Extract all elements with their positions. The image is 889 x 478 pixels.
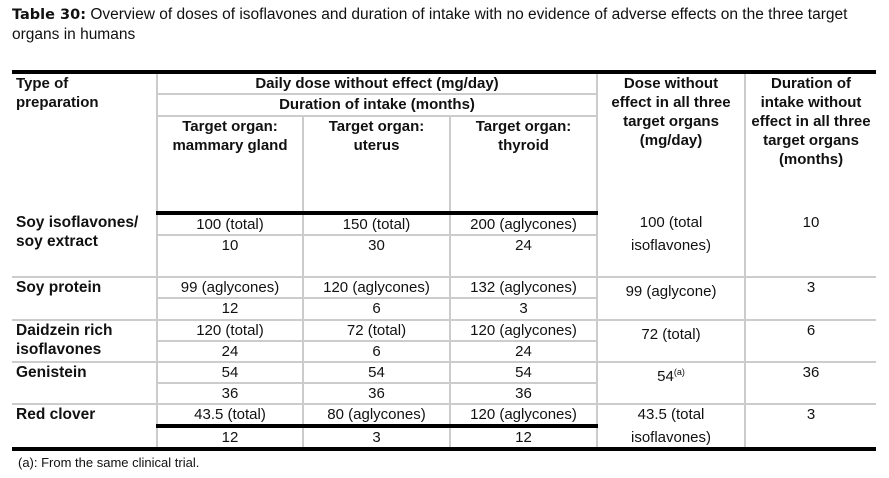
- table-row: Genistein 54 54 54 54(a) 36: [12, 362, 877, 405]
- dose-cell: 120 (aglycones): [448, 320, 598, 342]
- preparation-type: Soy isoflavones/ soy extract: [12, 213, 157, 278]
- dose-all-value: 54: [657, 368, 674, 385]
- duration-cell: 24: [156, 341, 303, 363]
- preparation-type: Daidzein rich isoflavones: [12, 320, 157, 363]
- header-dose-all: Dose without effect in all three target …: [596, 70, 746, 213]
- caption-text: Overview of doses of isoflavones and dur…: [12, 6, 848, 43]
- duration-cell: 3: [448, 298, 598, 321]
- dose-all-note: (a): [673, 367, 685, 377]
- duration-cell: 36: [156, 383, 303, 405]
- dose-cell: 99 (aglycones): [156, 277, 303, 299]
- dose-cell: 120 (total): [156, 320, 303, 342]
- dose-cell: 72 (total): [302, 320, 450, 342]
- duration-cell: 6: [302, 298, 450, 321]
- dose-all-value: 100 (total isoflavones): [630, 214, 712, 254]
- header-organ-thyroid: Target organ: thyroid: [448, 116, 598, 215]
- dose-all-cell: 54(a): [596, 362, 746, 405]
- header-type: Type of preparation: [12, 70, 157, 213]
- duration-all-cell: 36: [744, 362, 877, 405]
- table-row-duration: 12 3 12: [12, 426, 876, 451]
- preparation-type: Red clover: [12, 404, 157, 451]
- preparation-type: Genistein: [12, 362, 157, 405]
- dose-all-cell: 99 (aglycone): [596, 277, 746, 321]
- duration-cell: 12: [156, 298, 303, 321]
- duration-cell: 3: [302, 426, 450, 451]
- table-row: Soy isoflavones/ soy extract 100 (total) 1…: [12, 213, 877, 278]
- duration-cell: 6: [302, 341, 450, 363]
- header-daily-dose: Daily dose without effect (mg/day): [155, 70, 598, 95]
- table-row: Soy protein 99 (aglycones) 120 (aglycones)…: [12, 277, 877, 321]
- header-duration: Duration of intake (months): [155, 94, 598, 117]
- duration-all-cell: 10: [744, 213, 877, 278]
- preparation-type: Soy protein: [12, 277, 157, 321]
- duration-cell: 12: [448, 426, 598, 451]
- footnote: (a): From the same clinical trial.: [18, 455, 200, 470]
- isoflavone-doses-table: Type of preparation Daily dose without e…: [12, 70, 877, 451]
- duration-cell: 24: [448, 341, 598, 363]
- table-caption: Table 30: Overview of doses of isoflavon…: [12, 5, 882, 45]
- dose-cell: 150 (total): [302, 213, 450, 236]
- duration-cell: 24: [448, 235, 598, 278]
- dose-cell: 132 (aglycones): [448, 277, 598, 299]
- table-row-duration: 36 36 36: [12, 383, 876, 405]
- duration-cell: 12: [156, 426, 303, 451]
- dose-cell: 120 (aglycones): [302, 277, 450, 299]
- duration-all-cell: 3: [744, 404, 877, 451]
- dose-cell: 54: [448, 362, 598, 384]
- duration-cell: 36: [302, 383, 450, 405]
- caption-label: Table 30:: [12, 7, 87, 23]
- table-row-duration: 12 6 3: [12, 298, 876, 321]
- table-row-duration: 24 6 24: [12, 341, 876, 363]
- dose-all-cell: 100 (total isoflavones): [596, 213, 746, 278]
- duration-all-cell: 3: [744, 277, 877, 321]
- header-organ-uterus: Target organ: uterus: [302, 116, 450, 215]
- duration-cell: 10: [156, 235, 303, 278]
- dose-cell: 54: [302, 362, 450, 384]
- dose-cell: 80 (aglycones): [302, 404, 450, 428]
- header-organ-mammary: Target organ: mammary gland: [156, 116, 303, 215]
- dose-cell: 200 (aglycones): [448, 213, 598, 236]
- dose-all-value: 99 (aglycone): [625, 283, 717, 300]
- header-duration-all: Duration of intake without effect in all…: [744, 70, 877, 213]
- dose-all-cell: 43.5 (total isoflavones): [596, 404, 746, 451]
- table-row: Red clover 43.5 (total) 80 (aglycones) 120 …: [12, 404, 877, 451]
- table-row: Daidzein rich isoflavones 120 (total) 72 (…: [12, 320, 877, 363]
- dose-cell: 43.5 (total): [156, 404, 303, 428]
- dose-all-cell: 72 (total): [596, 320, 746, 363]
- dose-all-value: 43.5 (total isoflavones): [630, 406, 712, 446]
- duration-cell: 36: [448, 383, 598, 405]
- dose-cell: 120 (aglycones): [448, 404, 598, 428]
- table-row-duration: 10 30 24: [12, 235, 876, 278]
- duration-all-cell: 6: [744, 320, 877, 363]
- dose-cell: 54: [156, 362, 303, 384]
- duration-cell: 30: [302, 235, 450, 278]
- dose-all-value: 72 (total): [641, 326, 701, 343]
- dose-cell: 100 (total): [156, 213, 303, 236]
